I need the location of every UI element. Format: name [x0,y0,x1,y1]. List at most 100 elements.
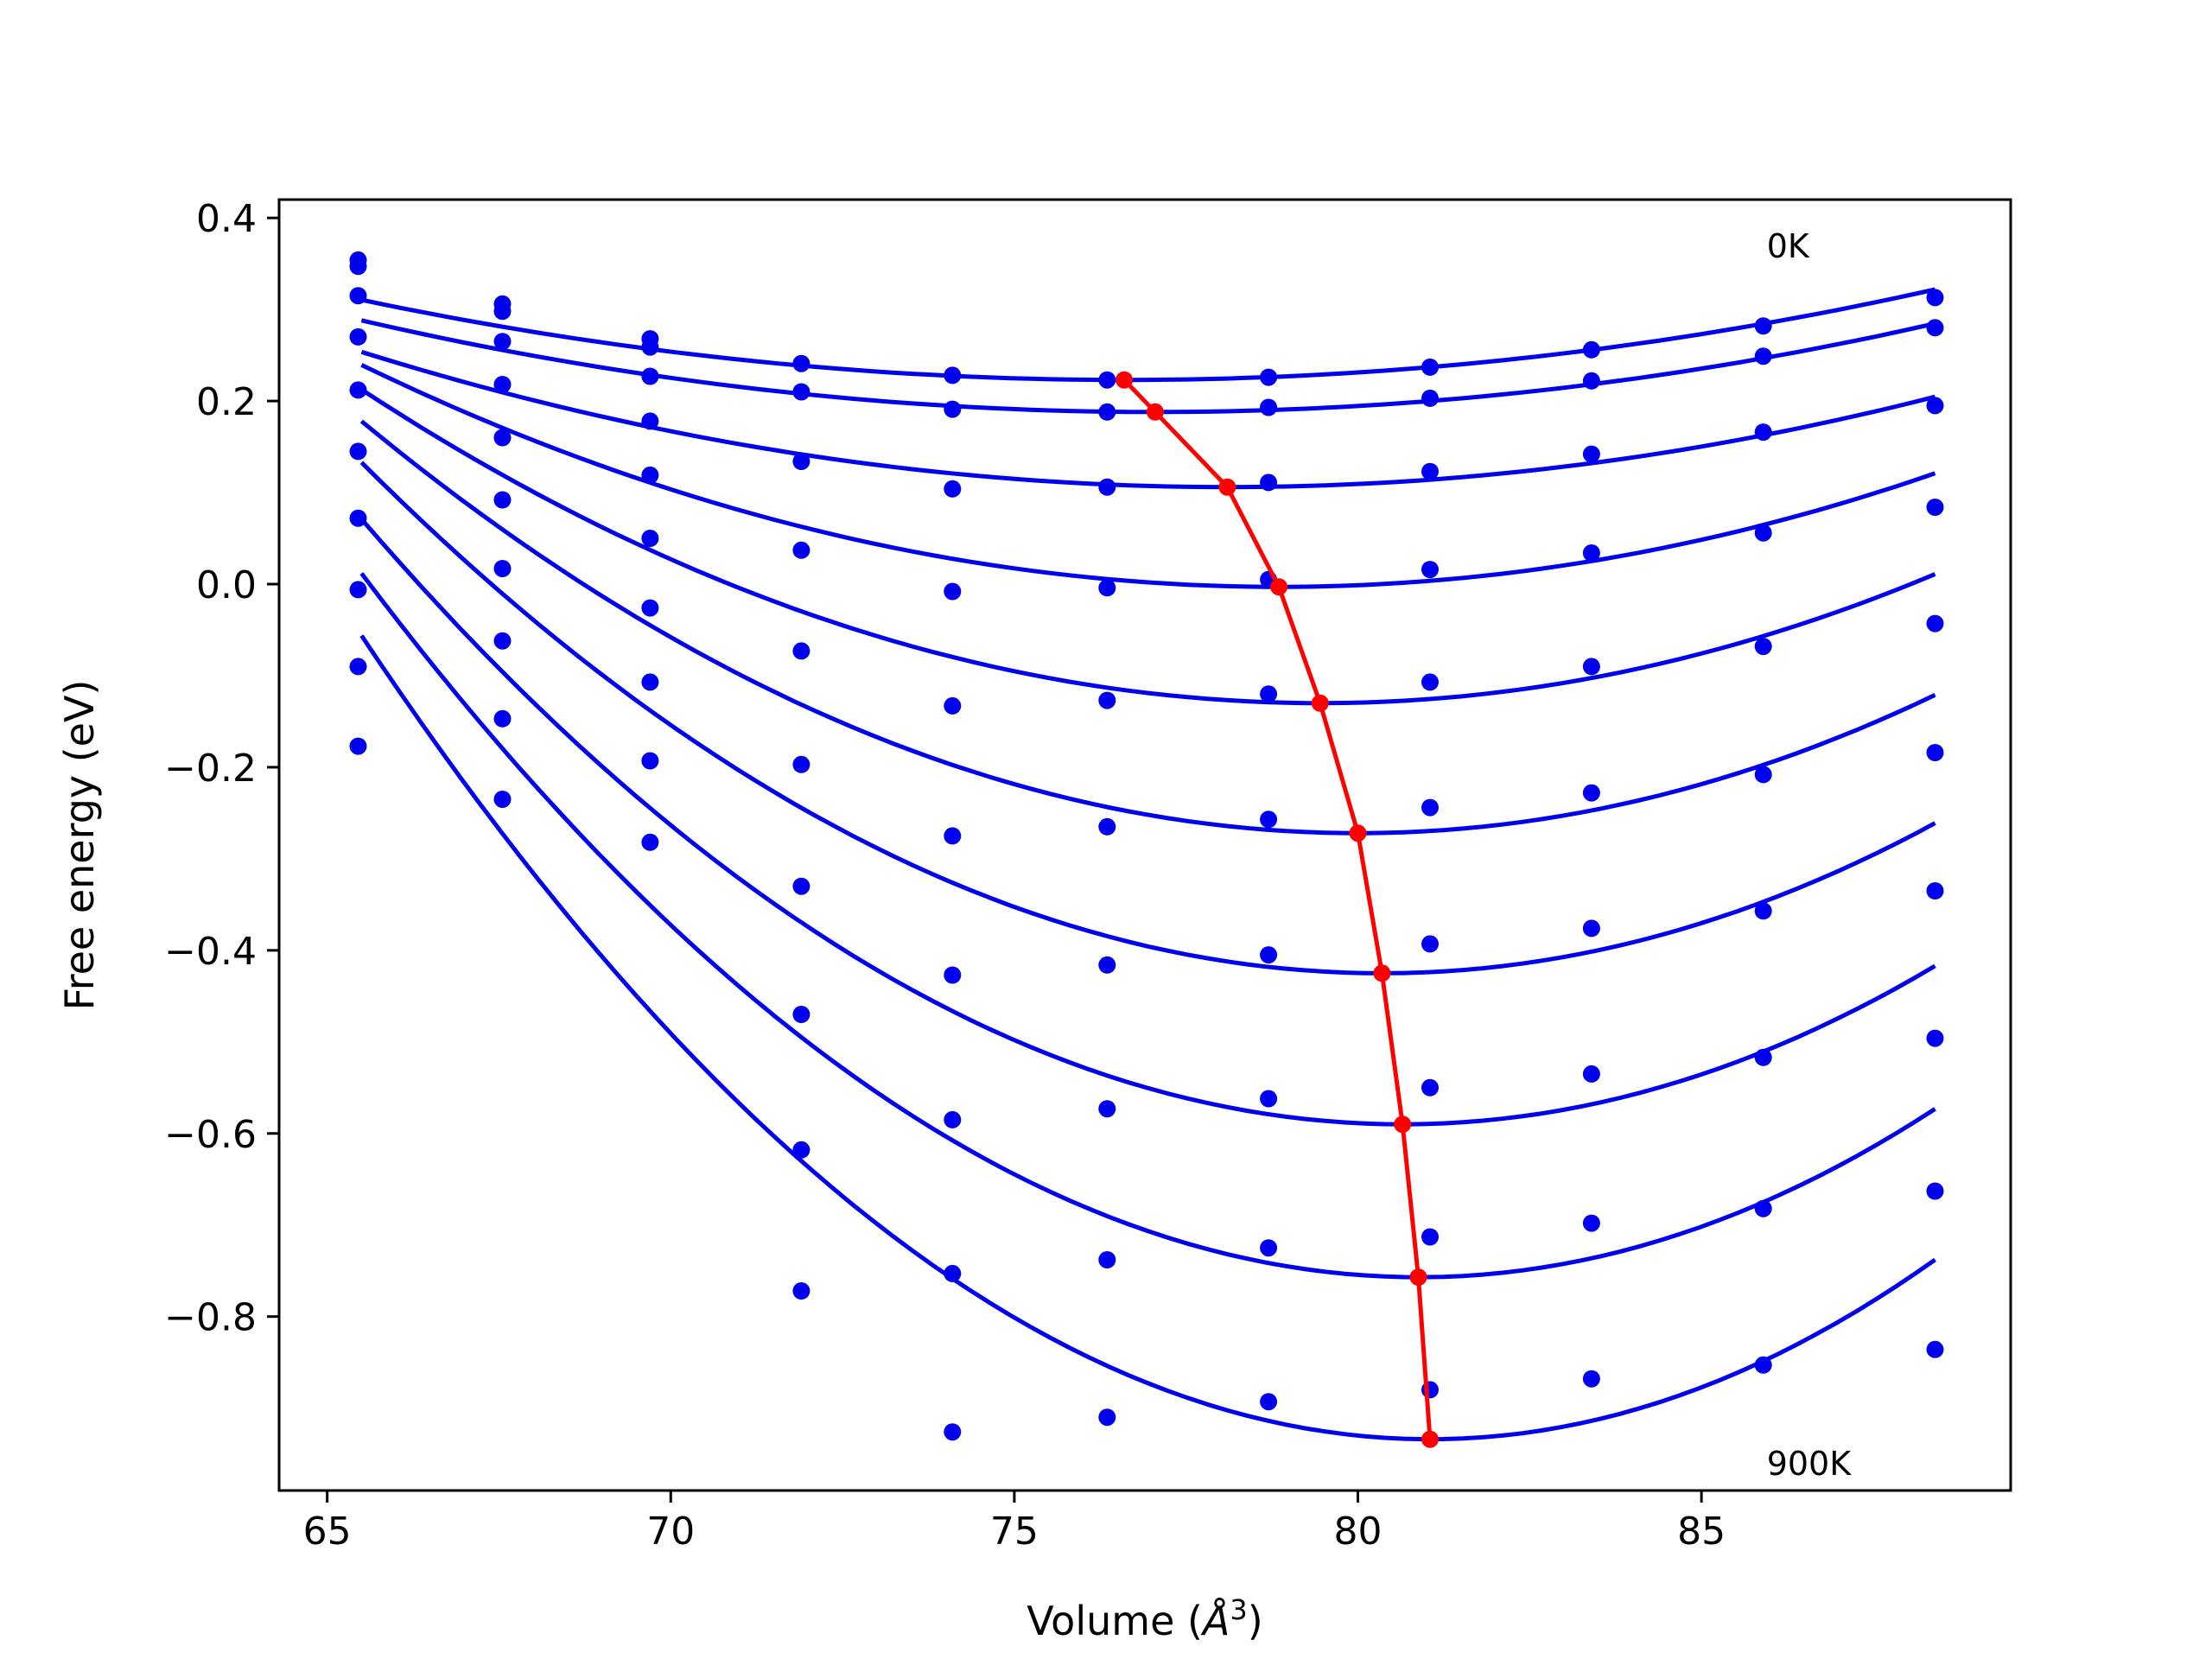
data-point-400K-6 [1260,685,1278,703]
data-point-0K-4 [944,366,962,385]
minimum-point-0 [1116,371,1134,389]
data-point-400K-3 [792,642,810,660]
data-point-200K-4 [944,480,962,498]
data-point-500K-1 [493,491,512,509]
data-point-900K-6 [1260,1393,1278,1411]
x-axis-label-close: ) [1248,1598,1263,1644]
data-point-700K-2 [641,673,659,691]
data-point-200K-3 [792,453,810,470]
data-point-900K-2 [641,833,659,851]
data-point-100K-0 [349,257,367,276]
data-point-900K-5 [1098,1408,1116,1427]
data-point-200K-2 [641,367,659,385]
data-point-700K-8 [1582,1065,1600,1083]
y-tick-label-0: 0.4 [196,197,257,241]
data-point-600K-4 [944,966,962,984]
data-point-200K-0 [349,287,367,305]
data-point-900K-10 [1926,1340,1944,1358]
data-point-300K-5 [1098,579,1116,597]
fit-curves [359,287,1936,1442]
data-point-400K-0 [349,381,367,399]
data-point-100K-8 [1582,372,1600,390]
fit-curve-500K [359,419,1936,836]
data-point-300K-10 [1926,499,1944,516]
data-point-800K-0 [349,658,367,676]
data-point-700K-10 [1926,1029,1944,1047]
x-axis-label-exponent: 3 [1230,1593,1247,1626]
data-point-100K-3 [792,383,810,401]
x-tick-label-80: 80 [1334,1510,1382,1554]
data-point-600K-2 [641,599,659,617]
data-point-700K-7 [1421,1078,1439,1096]
y-tick-label-5: −0.6 [164,1113,257,1157]
data-point-900K-9 [1754,1356,1772,1374]
data-point-600K-8 [1582,919,1600,938]
data-point-800K-1 [493,709,512,728]
data-point-100K-9 [1754,347,1772,365]
y-tick-label-3: −0.2 [164,747,257,791]
data-point-100K-5 [1098,403,1116,421]
fit-curve-800K [359,572,1936,1280]
y-axis-ticks: 0.4 0.2 0.0 −0.2 −0.4 −0.6 −0.8 [164,197,279,1340]
data-point-600K-5 [1098,956,1116,974]
minimum-point-4 [1311,694,1329,712]
data-point-400K-7 [1421,673,1439,691]
data-point-800K-3 [792,1141,810,1159]
y-tick-label-6: −0.8 [164,1296,257,1340]
data-point-700K-1 [493,632,512,650]
data-point-500K-6 [1260,810,1278,829]
data-point-800K-6 [1260,1239,1278,1257]
data-point-400K-10 [1926,614,1944,632]
data-point-600K-10 [1926,882,1944,899]
data-point-0K-6 [1260,368,1278,386]
data-point-800K-2 [641,752,659,770]
data-point-100K-2 [641,338,659,356]
data-point-200K-10 [1926,397,1944,415]
minimum-point-5 [1349,824,1367,842]
data-point-900K-3 [792,1282,810,1300]
x-tick-label-70: 70 [646,1510,695,1554]
data-point-500K-5 [1098,817,1116,836]
data-point-900K-4 [944,1423,962,1441]
minimum-point-3 [1270,578,1288,596]
data-point-200K-9 [1754,423,1772,442]
data-point-100K-6 [1260,398,1278,416]
data-point-0K-7 [1421,358,1439,376]
data-point-700K-4 [944,1110,962,1128]
data-point-100K-7 [1421,389,1439,407]
data-point-900K-1 [493,791,512,808]
data-point-800K-8 [1582,1214,1600,1232]
data-point-500K-8 [1582,784,1600,802]
fit-curve-700K [359,518,1936,1127]
data-point-600K-0 [349,509,367,527]
data-point-500K-10 [1926,744,1944,761]
data-point-600K-1 [493,560,512,577]
data-point-300K-9 [1754,524,1772,542]
data-point-100K-10 [1926,319,1944,337]
data-point-0K-10 [1926,289,1944,307]
data-point-100K-1 [493,302,512,321]
data-point-800K-7 [1421,1228,1439,1246]
data-point-200K-5 [1098,478,1116,496]
data-point-0K-8 [1582,340,1600,359]
data-point-700K-9 [1754,1048,1772,1066]
data-point-200K-7 [1421,462,1439,480]
y-tick-label-2: 0.0 [196,563,257,607]
minimum-point-2 [1218,478,1236,496]
data-point-500K-9 [1754,766,1772,784]
data-point-800K-9 [1754,1199,1772,1217]
data-point-300K-4 [944,582,962,601]
fit-curve-300K [360,363,1936,589]
fit-curve-400K [360,387,1936,706]
data-point-700K-3 [792,1006,810,1023]
data-point-400K-1 [493,429,512,447]
data-point-100K-4 [944,400,962,418]
data-point-400K-8 [1582,658,1600,676]
data-point-600K-9 [1754,902,1772,920]
data-point-200K-6 [1260,474,1278,492]
annotation-900k: 900K [1767,1445,1853,1483]
fit-curve-0K [360,287,1936,383]
fit-curve-600K [359,461,1936,976]
x-tick-label-65: 65 [303,1510,352,1554]
data-point-600K-3 [792,877,810,895]
